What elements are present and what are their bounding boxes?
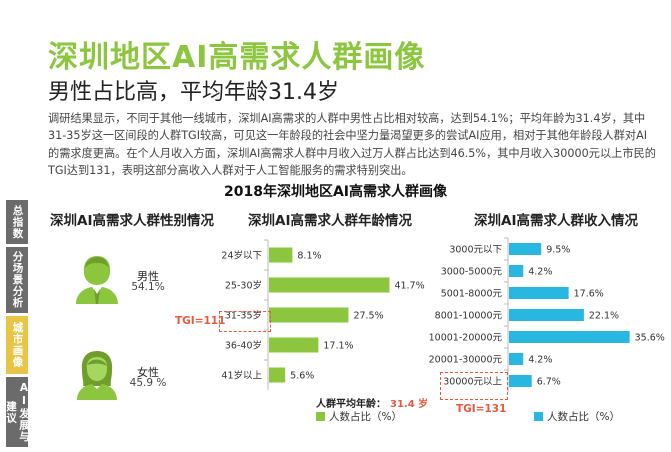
age-highlight-box xyxy=(219,311,271,332)
income-panel-title: 深圳AI高需求人群收入情况 xyxy=(474,213,638,229)
age-category-label: 41岁以上 xyxy=(221,370,262,382)
intro-paragraph: 调研结果显示，不同于其他一线城市，深圳AI高需求的人群中男性占比相对较高，达到5… xyxy=(48,110,658,180)
income-tgi-label: TGI=131 xyxy=(456,403,507,415)
average-age-label: 人群平均年龄： xyxy=(316,399,386,410)
income-value-label: 22.1% xyxy=(589,311,619,322)
income-category-label: 30000元以上 xyxy=(443,377,502,388)
income-legend: 人数占比（%） xyxy=(534,409,620,424)
income-category-label: 20001-30000元 xyxy=(429,355,503,366)
gender-panel-title: 深圳AI高需求人群性别情况 xyxy=(50,213,214,229)
intro-line: 调研结果显示，不同于其他一线城市，深圳AI高需求的人群中男性占比相对较高，达到5… xyxy=(48,112,646,125)
income-category-label: 3000-5000元 xyxy=(441,267,503,278)
income-value-label: 4.2% xyxy=(528,355,552,366)
income-legend-label: 人数占比（%） xyxy=(547,411,620,423)
income-category-label: 5001-8000元 xyxy=(441,289,503,300)
male-label: 男性 xyxy=(137,270,159,283)
age-bar-chart: 24岁以下 8.1% 25-30岁 41.7% 31-35岁 27.5% 36-40岁 17.… xyxy=(221,239,425,390)
age-panel-title: 深圳AI高需求人群年龄情况 xyxy=(248,213,412,229)
age-category-label: 24岁以下 xyxy=(221,250,262,262)
age-category-label: 31-35岁 xyxy=(225,310,262,322)
average-age-line: 人群平均年龄： 31.4 岁 xyxy=(316,395,428,410)
income-value-label: 9.5% xyxy=(546,245,570,256)
intro-line: TGI达到131，表明这部分高收入人群对于人工智能服务的需求特别突出。 xyxy=(48,164,413,178)
income-bar xyxy=(509,353,524,365)
average-age-value: 31.4 岁 xyxy=(390,399,429,410)
female-value: 45.9 % xyxy=(129,377,167,389)
income-bar xyxy=(509,375,532,387)
side-tab-city-portrait[interactable]: 城市画像 xyxy=(6,316,28,374)
female-person-icon xyxy=(77,351,117,400)
page-title: 深圳地区AI高需求人群画像 xyxy=(48,40,426,75)
income-bar xyxy=(509,287,569,299)
income-value-label: 6.7% xyxy=(537,377,561,388)
age-category-label: 25-30岁 xyxy=(225,280,262,292)
age-value-label: 5.6% xyxy=(290,371,314,382)
age-bar xyxy=(269,307,349,323)
age-value-label: 17.1% xyxy=(323,341,353,352)
side-tab-scenario-analysis[interactable]: 分场景分析 xyxy=(6,247,28,313)
age-legend-swatch xyxy=(316,412,325,421)
age-bar xyxy=(269,247,293,263)
income-category-label: 3000元以下 xyxy=(449,245,502,256)
income-bar xyxy=(509,331,630,343)
age-value-label: 41.7% xyxy=(394,281,424,292)
age-bar xyxy=(269,277,390,293)
age-bar xyxy=(269,337,319,353)
income-value-label: 17.6% xyxy=(574,289,604,300)
income-legend-swatch xyxy=(534,412,543,421)
intro-line: 31-35岁这一区间段的人群TGI较高，可见这一年龄段的社会中坚力量渴望更多的尝… xyxy=(48,129,648,143)
side-tab-ai-development[interactable]: AI发展与建议 xyxy=(5,377,30,447)
income-bar xyxy=(509,243,542,255)
income-category-label: 10001-20000元 xyxy=(429,333,503,344)
side-navigation: 总指数 分场景分析 城市画像 AI发展与建议 xyxy=(5,200,30,450)
figure-title: 2018年深圳地区AI高需求人群画像 xyxy=(223,184,447,200)
page-subtitle: 男性占比高，平均年龄31.4岁 xyxy=(48,80,339,105)
age-legend: 人数占比（%） xyxy=(316,409,402,424)
age-tgi-label: TGI=111 xyxy=(175,315,226,327)
male-value: 54.1% xyxy=(131,281,165,293)
income-value-label: 4.2% xyxy=(528,267,552,278)
income-bar-chart: 3000元以下 9.5% 3000-5000元 4.2% 5001-8000元 17.6%… xyxy=(429,237,665,392)
income-bar xyxy=(509,309,584,321)
intro-line: 的需求度更高。在个人月收入方面，深圳AI高需求人群中月收入过万人群占比达到46.… xyxy=(48,146,656,160)
side-tab-total-index[interactable]: 总指数 xyxy=(6,200,28,244)
income-value-label: 35.6% xyxy=(635,333,665,344)
age-category-label: 36-40岁 xyxy=(225,340,262,352)
income-category-label: 8001-10000元 xyxy=(435,311,503,322)
income-bar xyxy=(509,265,524,277)
age-bar xyxy=(269,367,286,383)
age-value-label: 8.1% xyxy=(297,251,321,262)
age-value-label: 27.5% xyxy=(353,311,383,322)
female-label: 女性 xyxy=(137,366,159,379)
income-highlight-box xyxy=(440,372,508,400)
male-person-icon xyxy=(76,256,118,304)
age-legend-label: 人数占比（%） xyxy=(329,411,402,423)
